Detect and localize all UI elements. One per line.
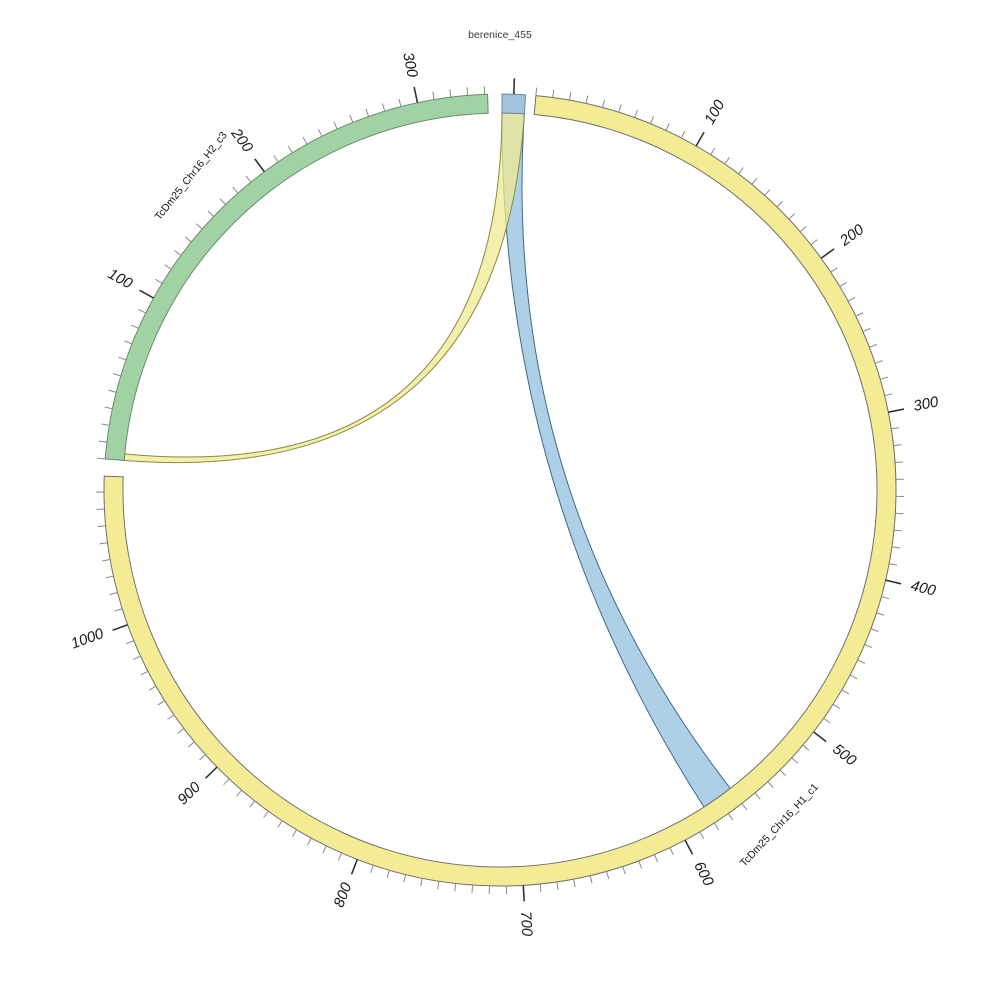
- svg-text:berenice_455: berenice_455: [468, 29, 532, 41]
- svg-text:1000: 1000: [69, 625, 107, 653]
- svg-text:300: 300: [912, 393, 941, 415]
- svg-text:200: 200: [836, 221, 868, 250]
- svg-text:400: 400: [909, 577, 938, 599]
- svg-text:800: 800: [330, 880, 355, 910]
- svg-text:100: 100: [105, 265, 136, 292]
- svg-text:700: 700: [517, 911, 535, 938]
- svg-text:100: 100: [701, 97, 728, 128]
- svg-text:300: 300: [399, 51, 421, 80]
- svg-text:TcDm25_Chr16_H2_c3: TcDm25_Chr16_H2_c3: [153, 129, 230, 222]
- svg-text:600: 600: [690, 859, 717, 890]
- svg-text:500: 500: [829, 741, 860, 770]
- svg-text:900: 900: [174, 778, 204, 808]
- svg-text:200: 200: [227, 125, 257, 157]
